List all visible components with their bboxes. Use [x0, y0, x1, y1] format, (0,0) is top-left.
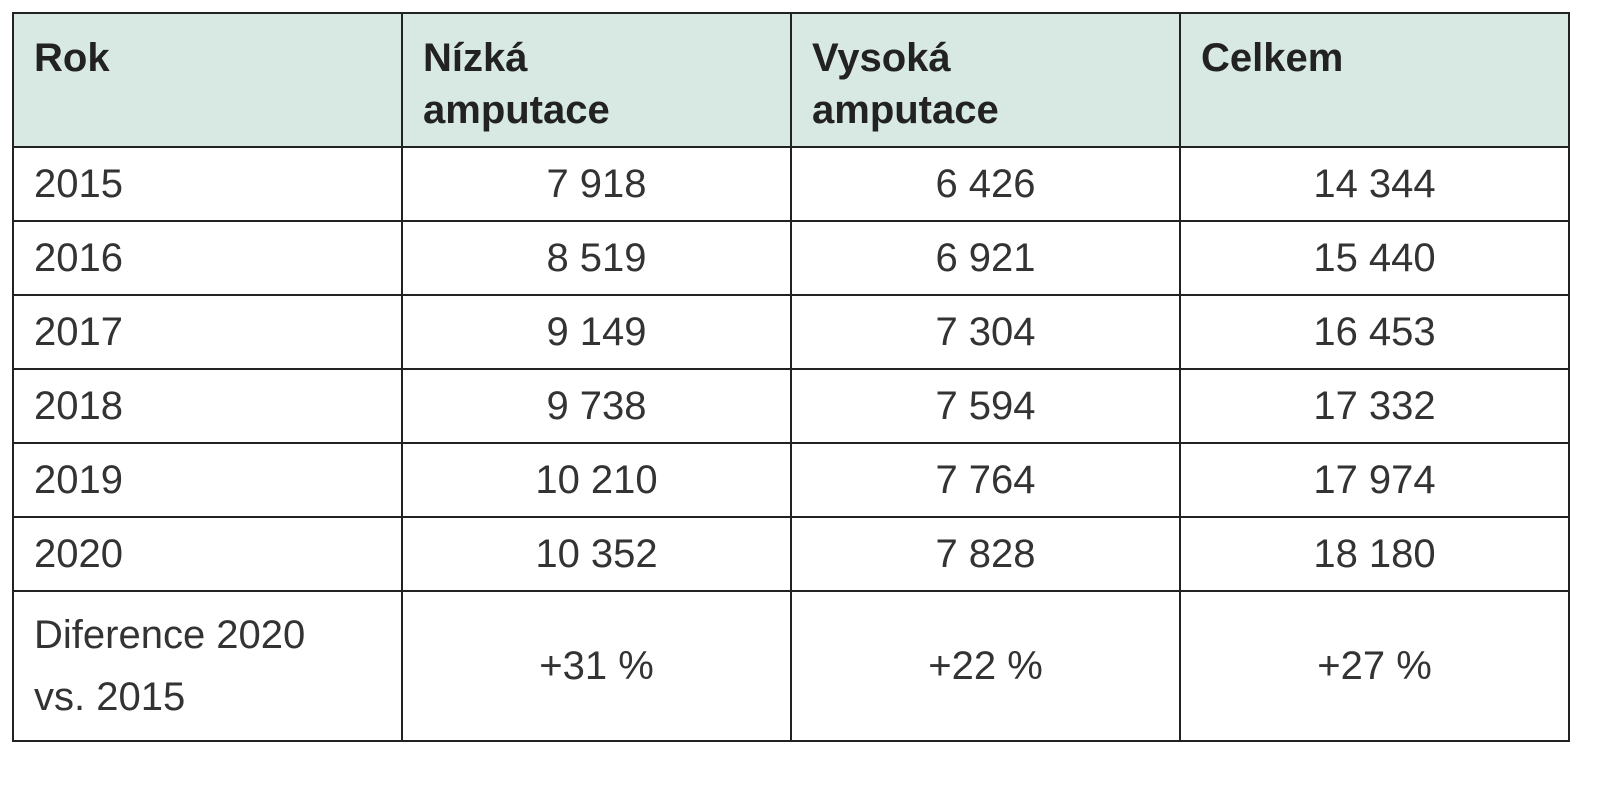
table-row: 2015 7 918 6 426 14 344: [12, 146, 1570, 222]
cell-value: 7 828: [935, 531, 1036, 576]
value-cell: +31 %: [401, 590, 792, 742]
cell-value: 6 426: [935, 161, 1036, 206]
value-cell: 15 440: [1179, 220, 1570, 296]
cell-value: 16 453: [1313, 309, 1436, 354]
cell-value: +27 %: [1317, 643, 1432, 688]
table-row: Diference 2020 vs. 2015 +31 % +22 % +27 %: [12, 590, 1570, 742]
row-label: Diference 2020 vs. 2015: [34, 613, 306, 719]
header-text: Celkem: [1201, 36, 1344, 80]
cell-value: 7 764: [935, 457, 1036, 502]
value-cell: 10 352: [401, 516, 792, 592]
value-cell: 7 918: [401, 146, 792, 222]
row-label: 2016: [34, 236, 123, 280]
cell-value: 6 921: [935, 235, 1036, 280]
table-row: 2017 9 149 7 304 16 453: [12, 294, 1570, 370]
cell-value: 17 974: [1313, 457, 1436, 502]
header-text: Nízká amputace: [423, 36, 610, 132]
row-label-cell: 2015: [12, 146, 403, 222]
header-text: Rok: [34, 36, 110, 80]
value-cell: 7 764: [790, 442, 1181, 518]
cell-value: 7 594: [935, 383, 1036, 428]
row-label-cell: 2017: [12, 294, 403, 370]
table-row: 2020 10 352 7 828 18 180: [12, 516, 1570, 592]
value-cell: 7 304: [790, 294, 1181, 370]
row-label-cell: 2016: [12, 220, 403, 296]
value-cell: 6 426: [790, 146, 1181, 222]
value-cell: 18 180: [1179, 516, 1570, 592]
value-cell: 9 149: [401, 294, 792, 370]
value-cell: 7 594: [790, 368, 1181, 444]
row-label: 2015: [34, 162, 123, 206]
row-label: 2017: [34, 310, 123, 354]
data-table: Rok Nízká amputace Vysoká amputace Celkem 2…: [12, 12, 1570, 742]
header-cell: Nízká amputace: [401, 12, 792, 148]
row-label: 2018: [34, 384, 123, 428]
value-cell: 8 519: [401, 220, 792, 296]
table-row: 2019 10 210 7 764 17 974: [12, 442, 1570, 518]
header-cell: Celkem: [1179, 12, 1570, 148]
row-label: 2019: [34, 458, 123, 502]
header-text: Vysoká amputace: [812, 36, 999, 132]
row-label-cell: 2019: [12, 442, 403, 518]
cell-value: 7 304: [935, 309, 1036, 354]
table-body: 2015 7 918 6 426 14 344 2016 8 519 6 921 15 440…: [12, 146, 1570, 742]
row-label-cell: 2020: [12, 516, 403, 592]
value-cell: 10 210: [401, 442, 792, 518]
value-cell: +27 %: [1179, 590, 1570, 742]
table-row: 2018 9 738 7 594 17 332: [12, 368, 1570, 444]
cell-value: 8 519: [546, 235, 647, 280]
cell-value: +22 %: [928, 643, 1043, 688]
cell-value: 17 332: [1313, 383, 1436, 428]
value-cell: 17 332: [1179, 368, 1570, 444]
value-cell: 17 974: [1179, 442, 1570, 518]
table-row: 2016 8 519 6 921 15 440: [12, 220, 1570, 296]
header-cell: Vysoká amputace: [790, 12, 1181, 148]
value-cell: 14 344: [1179, 146, 1570, 222]
value-cell: 6 921: [790, 220, 1181, 296]
header-row: Rok Nízká amputace Vysoká amputace Celkem: [12, 12, 1570, 148]
value-cell: 7 828: [790, 516, 1181, 592]
cell-value: 10 352: [535, 531, 658, 576]
cell-value: 14 344: [1313, 161, 1436, 206]
cell-value: +31 %: [539, 643, 654, 688]
cell-value: 15 440: [1313, 235, 1436, 280]
cell-value: 9 738: [546, 383, 647, 428]
row-label-cell: 2018: [12, 368, 403, 444]
value-cell: 9 738: [401, 368, 792, 444]
header-cell: Rok: [12, 12, 403, 148]
row-label: 2020: [34, 532, 123, 576]
cell-value: 10 210: [535, 457, 658, 502]
cell-value: 7 918: [546, 161, 647, 206]
row-label-cell: Diference 2020 vs. 2015: [12, 590, 403, 742]
value-cell: +22 %: [790, 590, 1181, 742]
cell-value: 9 149: [546, 309, 647, 354]
value-cell: 16 453: [1179, 294, 1570, 370]
cell-value: 18 180: [1313, 531, 1436, 576]
